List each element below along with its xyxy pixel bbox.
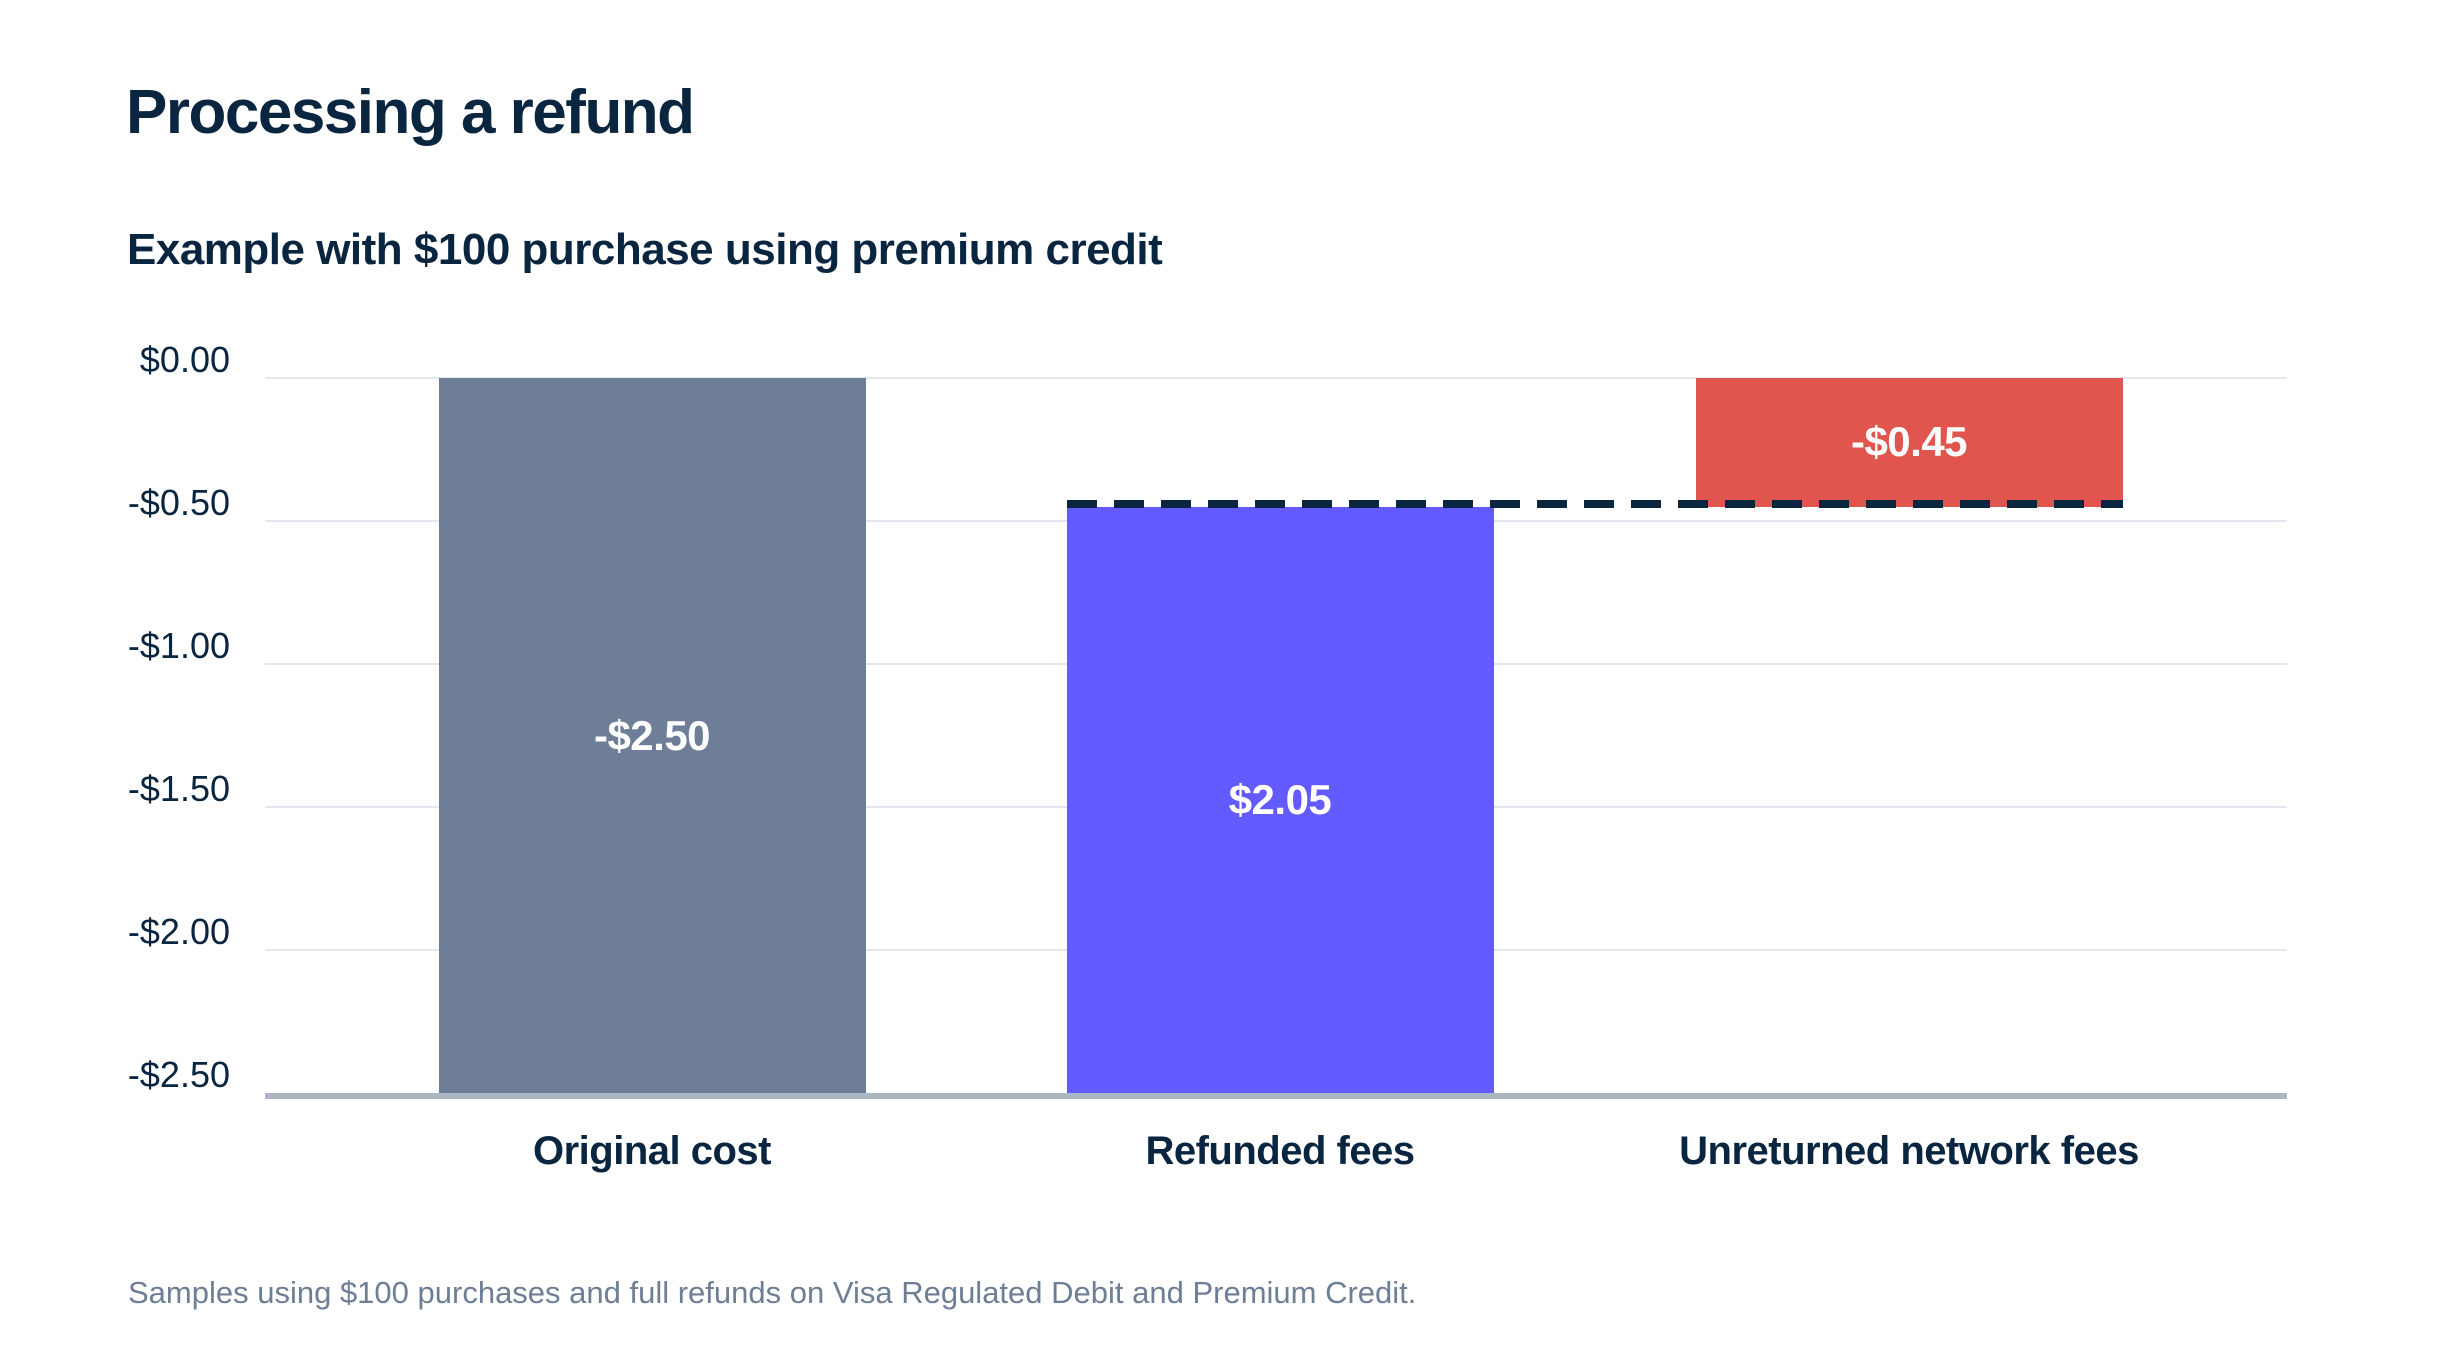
bar-value-label: -$2.50 [593,711,711,759]
y-tick-label: -$2.00 [127,911,230,952]
y-tick-label: $0.00 [139,339,230,380]
category-label-unreturned-network-fees: Unreturned network fees [1679,1129,2139,1173]
chart-footnote: Samples using $100 purchases and full re… [128,1275,1417,1310]
y-tick-label: -$2.50 [127,1054,230,1095]
category-label-original-cost: Original cost [533,1129,772,1173]
y-tick-label: -$0.50 [127,482,230,523]
gridline [265,377,2287,379]
bar-unreturned-network-fees: -$0.45 [1695,378,2123,507]
y-tick-label: -$1.50 [127,768,230,809]
category-label-refunded-fees: Refunded fees [1145,1129,1415,1173]
reference-dashed-line [1066,499,2123,508]
bar-value-label: -$0.45 [1850,418,1968,466]
bar-original-cost: -$2.50 [438,378,866,1093]
bar-value-label: $2.05 [1228,775,1332,823]
chart-subtitle: Example with $100 purchase using premium… [127,225,1163,274]
page-title: Processing a refund [126,78,695,147]
y-tick-label: -$1.00 [127,625,230,666]
x-axis-baseline [265,1093,2287,1099]
bar-refunded-fees: $2.05 [1066,506,1494,1093]
